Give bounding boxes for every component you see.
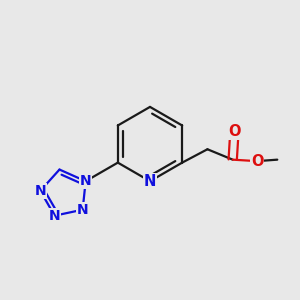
Text: N: N bbox=[80, 174, 92, 188]
Text: N: N bbox=[77, 203, 88, 217]
Text: N: N bbox=[49, 209, 60, 223]
Text: O: O bbox=[251, 154, 263, 169]
Text: N: N bbox=[34, 184, 46, 198]
Text: N: N bbox=[144, 174, 156, 189]
Text: O: O bbox=[228, 124, 240, 139]
